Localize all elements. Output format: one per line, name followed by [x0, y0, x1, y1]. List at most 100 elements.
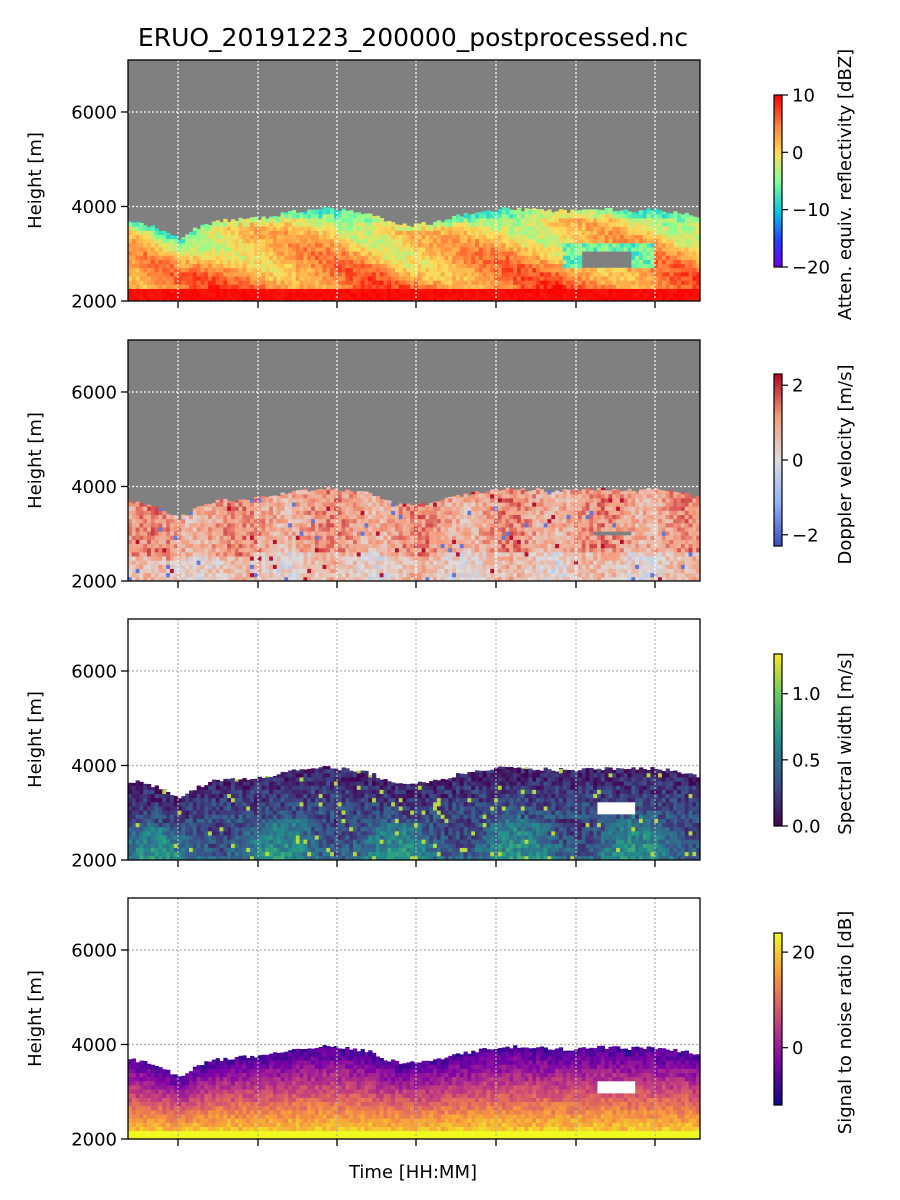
- heatmap-cell: [269, 514, 274, 520]
- heatmap-cell: [436, 230, 442, 235]
- heatmap-cell: [291, 255, 297, 260]
- heatmap-cell: [471, 238, 476, 244]
- heatmap-cell: [360, 230, 365, 235]
- heatmap-cell: [692, 218, 697, 223]
- heatmap-cell: [314, 267, 320, 273]
- heatmap-cell: [448, 547, 453, 553]
- heatmap-cell: [223, 576, 228, 582]
- heatmap-cell: [150, 551, 156, 557]
- heatmap-cell: [208, 503, 213, 507]
- heatmap-cell: [360, 238, 365, 244]
- heatmap-cell: [318, 263, 323, 269]
- heatmap-cell: [642, 276, 648, 281]
- heatmap-cell: [612, 292, 617, 298]
- heatmap-cell: [368, 564, 373, 569]
- heatmap-cell: [223, 271, 228, 277]
- heatmap-cell: [162, 568, 167, 574]
- colorbar-tick-label: 10: [792, 86, 815, 107]
- heatmap-cell: [581, 288, 586, 294]
- heatmap-cell: [284, 271, 289, 277]
- heatmap-cell: [593, 213, 598, 219]
- heatmap-cell: [227, 556, 232, 561]
- heatmap-cell: [459, 568, 464, 574]
- heatmap-cell: [246, 251, 251, 256]
- heatmap-cell: [490, 247, 495, 252]
- heatmap-cell: [356, 535, 362, 540]
- heatmap-cell: [406, 267, 411, 273]
- heatmap-cell: [600, 234, 606, 240]
- heatmap-cell: [558, 242, 564, 248]
- heatmap-cell: [684, 212, 689, 215]
- heatmap-cell: [372, 247, 377, 252]
- heatmap-cell: [528, 218, 533, 223]
- heatmap-cell: [261, 535, 266, 540]
- heatmap-cell: [558, 296, 564, 302]
- heatmap-cell: [631, 238, 636, 244]
- heatmap-cell: [150, 514, 156, 520]
- heatmap-cell: [497, 230, 503, 235]
- heatmap-cell: [238, 568, 243, 574]
- heatmap-cell: [398, 535, 403, 540]
- heatmap-cell: [261, 234, 266, 240]
- heatmap-cell: [364, 242, 369, 248]
- heatmap-cell: [406, 522, 411, 528]
- heatmap-cell: [314, 518, 320, 524]
- heatmap-cell: [555, 242, 560, 248]
- heatmap-cell: [135, 276, 140, 281]
- heatmap-cell: [238, 499, 243, 503]
- heatmap-cell: [143, 527, 148, 532]
- heatmap-cell: [452, 292, 457, 298]
- heatmap-cell: [223, 535, 228, 540]
- heatmap-cell: [230, 251, 236, 256]
- heatmap-cell: [192, 230, 198, 235]
- heatmap-cell: [394, 518, 400, 524]
- heatmap-cell: [135, 568, 140, 574]
- heatmap-cell: [589, 276, 594, 281]
- heatmap-cell: [452, 568, 457, 574]
- heatmap-cell: [166, 514, 171, 520]
- heatmap-cell: [318, 502, 323, 507]
- heatmap-cell: [250, 502, 255, 507]
- heatmap-cell: [372, 543, 377, 549]
- heatmap-cell: [467, 531, 472, 536]
- heatmap-cell: [299, 292, 304, 298]
- heatmap-cell: [204, 510, 209, 515]
- heatmap-cell: [337, 247, 342, 252]
- heatmap-cell: [311, 267, 316, 273]
- heatmap-cell: [665, 222, 670, 227]
- heatmap-cell: [150, 564, 156, 569]
- heatmap-cell: [669, 276, 674, 281]
- heatmap-cell: [391, 234, 396, 240]
- heatmap-cell: [581, 234, 586, 240]
- heatmap-cell: [402, 247, 407, 252]
- heatmap-cell: [337, 288, 342, 294]
- heatmap-cell: [387, 292, 392, 298]
- heatmap-cell: [532, 230, 537, 235]
- heatmap-cell: [593, 238, 598, 244]
- heatmap-cell: [475, 259, 480, 265]
- heatmap-cell: [463, 543, 468, 549]
- heatmap-cell: [574, 284, 579, 289]
- heatmap-cell: [608, 226, 613, 231]
- heatmap-cell: [646, 213, 651, 219]
- heatmap-cell: [242, 219, 247, 223]
- heatmap-cell: [524, 259, 529, 265]
- heatmap-cell: [570, 247, 575, 252]
- heatmap-cell: [356, 271, 362, 277]
- heatmap-cell: [299, 556, 304, 561]
- heatmap-cell: [467, 276, 472, 281]
- heatmap-cell: [280, 506, 285, 511]
- heatmap-cell: [196, 560, 201, 565]
- heatmap-cell: [322, 506, 327, 511]
- heatmap-cell: [539, 267, 545, 273]
- heatmap-cell: [368, 213, 373, 215]
- heatmap-cell: [143, 522, 148, 528]
- heatmap-cell: [654, 271, 659, 277]
- heatmap-cell: [391, 276, 396, 281]
- heatmap-cell: [173, 271, 178, 277]
- heatmap-cell: [547, 234, 552, 240]
- heatmap-cell: [192, 576, 198, 582]
- heatmap-cell: [684, 267, 689, 273]
- heatmap-cell: [238, 560, 243, 565]
- heatmap-cell: [577, 292, 583, 298]
